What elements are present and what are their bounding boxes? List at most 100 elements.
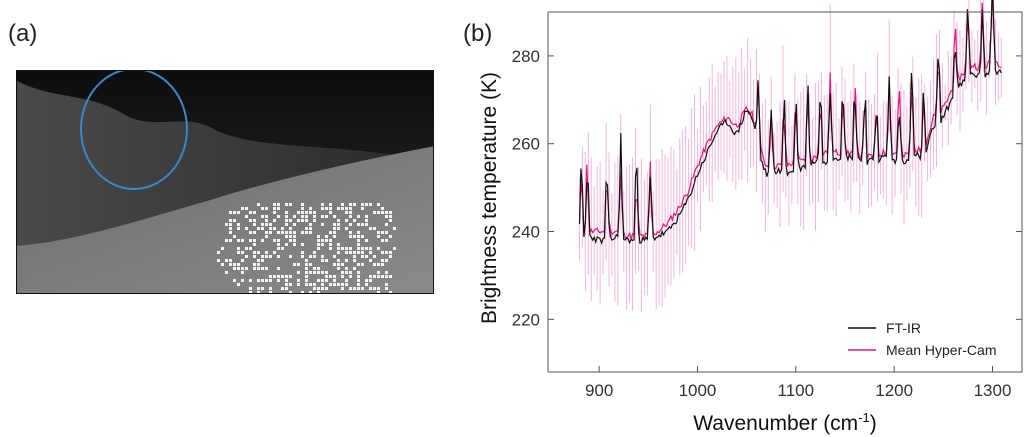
bright-pixel [365,247,368,250]
bright-pixel [249,219,252,222]
series-lines [578,0,1002,245]
thermal-image [16,70,434,294]
legend-label-ftir: FT-IR [886,320,921,336]
bright-pixel [281,275,284,278]
bright-pixel [333,279,336,282]
bright-pixel [393,247,396,250]
bright-pixel [289,291,292,293]
bright-pixel [365,239,368,242]
bright-pixel [373,211,376,214]
bright-pixel [381,251,384,254]
bright-pixel [361,223,364,226]
bright-pixel [337,227,340,230]
x-axis-title: Wavenumber (cm-1) [693,410,877,435]
bright-pixel [333,223,336,226]
bright-pixel [237,283,240,286]
bright-pixel [353,259,356,262]
bright-pixel [385,211,388,214]
bright-pixel [245,267,248,270]
bright-pixel [345,207,348,210]
bright-pixel [345,251,348,254]
bright-pixel [265,215,268,218]
bright-pixel [385,215,388,218]
bright-pixel [377,211,380,214]
bright-pixel [253,263,256,266]
bright-pixel [289,203,292,206]
bright-pixel [341,275,344,278]
bright-pixel [229,259,232,262]
bright-pixel [297,279,300,282]
bright-pixel [385,231,388,234]
bright-pixel [389,215,392,218]
bright-pixel [365,219,368,222]
bright-pixel [357,231,360,234]
bright-pixel [273,227,276,230]
bright-pixel [225,259,228,262]
bright-pixel [365,255,368,258]
bright-pixel [325,239,328,242]
bright-pixel [297,271,300,274]
bright-pixel [269,231,272,234]
bright-pixel [277,247,280,250]
bright-pixel [361,251,364,254]
bright-pixel [229,223,232,226]
bright-pixel [349,251,352,254]
bright-pixel [325,275,328,278]
bright-pixel [301,207,304,210]
bright-pixel [365,279,368,282]
bright-pixel [285,215,288,218]
bright-pixel [285,283,288,286]
bright-pixel [277,279,280,282]
bright-pixel [309,255,312,258]
y-axis-title: Brightness temperature (K) [478,72,501,324]
bright-pixel [269,275,272,278]
bright-pixel [309,207,312,210]
bright-pixel [273,219,276,222]
bright-pixel [381,239,384,242]
bright-pixel [245,255,248,258]
series-ftir [578,0,1002,245]
bright-pixel [273,203,276,206]
bright-pixel [277,275,280,278]
bright-pixel [293,231,296,234]
bright-pixel [361,255,364,258]
bright-pixel [265,267,268,270]
bright-pixel [381,263,384,266]
bright-pixel [293,223,296,226]
bright-pixel [305,275,308,278]
bright-pixel [381,275,384,278]
bright-pixel [305,271,308,274]
bright-pixel [313,267,316,270]
bright-pixel [321,259,324,262]
bright-pixel [261,223,264,226]
bright-pixel [217,251,220,254]
bright-pixel [337,259,340,262]
bright-pixel [229,263,232,266]
bright-pixel [249,239,252,242]
bright-pixel [265,223,268,226]
bright-pixel [305,231,308,234]
bright-pixel [333,227,336,230]
bright-pixel [313,271,316,274]
bright-pixel [301,215,304,218]
error-bars [578,0,1002,312]
legend-label-hypercam: Mean Hyper-Cam [886,342,996,358]
bright-pixel [357,283,360,286]
bright-pixel [357,287,360,290]
bright-pixel [305,211,308,214]
bright-pixel [377,235,380,238]
bright-pixel [329,239,332,242]
bright-pixel [357,215,360,218]
bright-pixel [233,263,236,266]
bright-pixel [305,267,308,270]
bright-pixel [313,251,316,254]
bright-pixel [273,275,276,278]
bright-pixel [241,207,244,210]
bright-pixel [353,287,356,290]
bright-pixel [249,231,252,234]
bright-pixel [253,267,256,270]
bright-pixel [389,275,392,278]
bright-pixel [301,251,304,254]
bright-pixel [313,215,316,218]
bright-pixel [365,215,368,218]
